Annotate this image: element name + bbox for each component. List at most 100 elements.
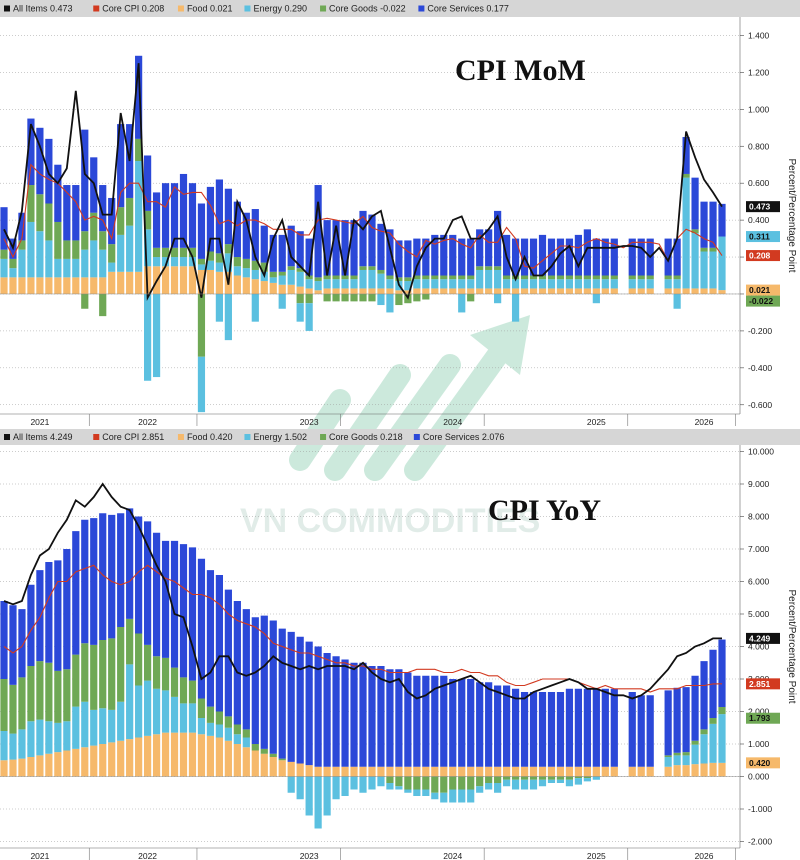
y-tick-label: 5.000 xyxy=(748,609,770,619)
bar-energy xyxy=(117,701,125,741)
bar-energy xyxy=(368,269,376,289)
bar-core-services xyxy=(476,682,484,767)
bar-core-services xyxy=(161,183,170,248)
bar-neg-energy xyxy=(144,293,152,381)
bar-core-goods xyxy=(135,633,143,686)
bar-neg-energy xyxy=(413,789,421,796)
bar-food xyxy=(682,765,690,777)
bar-core-goods xyxy=(556,275,565,280)
x-tick-label: 2023 xyxy=(300,851,319,860)
bar-core-services xyxy=(215,179,223,254)
bar-energy xyxy=(179,257,188,267)
bar-food xyxy=(108,271,116,294)
bar-food xyxy=(215,737,223,777)
bar-neg-energy xyxy=(251,293,259,322)
bar-neg-energy xyxy=(296,303,304,322)
bar-food xyxy=(700,288,708,294)
bar-food xyxy=(395,766,403,777)
last-value-tag xyxy=(746,632,780,644)
bar-core-services xyxy=(485,682,493,767)
bar-core-goods xyxy=(700,729,708,735)
bar-core-goods xyxy=(161,657,170,691)
bar-core-services xyxy=(144,155,152,211)
bar-food xyxy=(108,742,116,777)
bar-food xyxy=(610,766,618,777)
bar-core-services xyxy=(485,229,493,267)
bar-core-services xyxy=(126,508,134,619)
legend-strip xyxy=(0,429,800,445)
bar-core-goods xyxy=(601,275,609,280)
bar-neg-energy xyxy=(673,293,681,309)
last-value-tag-label: 0.021 xyxy=(749,285,771,295)
bar-core-services xyxy=(197,558,206,699)
bar-food xyxy=(126,739,134,777)
bar-food xyxy=(476,766,484,777)
bar-neg-goods xyxy=(332,293,340,302)
bar-energy xyxy=(81,249,89,278)
bar-core-services xyxy=(494,210,502,267)
bar-core-goods xyxy=(341,275,349,280)
bar-core-goods xyxy=(90,644,98,710)
watermark-arrow-icon xyxy=(289,315,530,481)
bar-food xyxy=(161,266,170,294)
bar-neg-goods xyxy=(511,776,520,780)
bar-neg-energy xyxy=(377,776,385,787)
bar-neg-energy xyxy=(305,303,313,331)
bar-neg-energy xyxy=(377,293,385,306)
bar-food xyxy=(90,277,98,294)
legend-swatch xyxy=(93,5,100,12)
bar-neg-goods xyxy=(494,776,502,783)
bar-energy xyxy=(646,279,654,289)
bar-core-goods xyxy=(520,275,529,280)
bar-neg-goods xyxy=(404,776,412,790)
bar-core-services xyxy=(224,188,232,245)
bar-core-services xyxy=(323,653,331,767)
bar-neg-energy xyxy=(467,789,475,803)
line-core-cpi xyxy=(3,163,723,269)
bar-neg-energy xyxy=(305,776,313,816)
bar-food xyxy=(574,288,582,294)
bar-food xyxy=(126,271,134,294)
bar-core-goods xyxy=(45,662,53,722)
y-tick-label: 0.000 xyxy=(748,772,770,782)
bar-core-services xyxy=(314,646,322,767)
bar-neg-goods xyxy=(485,776,493,783)
bar-food xyxy=(144,735,152,777)
bar-core-goods xyxy=(27,185,35,222)
bar-energy xyxy=(413,279,421,289)
bar-neg-energy xyxy=(224,293,232,341)
bar-neg-goods xyxy=(574,776,582,779)
bar-core-services xyxy=(610,238,618,276)
x-tick-label: 2024 xyxy=(443,851,462,860)
bar-food xyxy=(90,745,98,777)
bar-food xyxy=(18,758,26,777)
bar-core-services xyxy=(108,514,116,639)
bar-energy xyxy=(305,279,313,289)
last-value-tag-label: 1.793 xyxy=(749,713,771,723)
bar-food xyxy=(565,288,574,294)
bar-core-services xyxy=(664,690,672,756)
bar-food xyxy=(9,277,17,294)
bar-core-goods xyxy=(368,266,376,270)
bar-food xyxy=(332,766,340,777)
bar-neg-energy xyxy=(529,779,538,790)
bar-core-services xyxy=(520,692,529,767)
bar-energy xyxy=(233,734,241,744)
y-tick-label: 9.000 xyxy=(748,479,770,489)
bar-energy xyxy=(152,257,161,267)
legend-entry-core_goods: Core Goods -0.022 xyxy=(329,4,406,14)
bar-core-services xyxy=(72,531,80,655)
bar-food xyxy=(520,288,529,294)
bar-neg-goods xyxy=(467,293,475,302)
bar-energy xyxy=(511,279,520,289)
bar-core-goods xyxy=(152,247,161,258)
bar-energy xyxy=(170,696,179,733)
bar-energy xyxy=(9,733,17,760)
bar-core-services xyxy=(242,212,250,259)
bar-core-goods xyxy=(413,275,421,280)
bar-energy xyxy=(108,262,116,272)
bar-core-services xyxy=(691,675,699,741)
bar-energy xyxy=(476,269,484,289)
bar-food xyxy=(27,757,35,777)
